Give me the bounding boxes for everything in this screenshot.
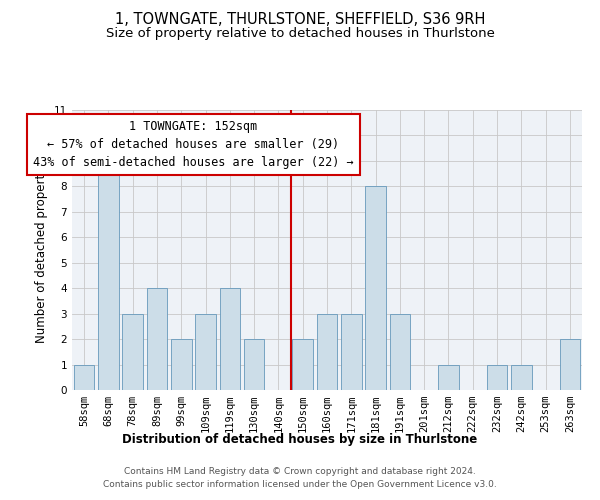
Bar [292,339,313,390]
Bar [74,364,94,390]
Bar [365,186,386,390]
Bar [98,161,119,390]
Text: 1 TOWNGATE: 152sqm
← 57% of detached houses are smaller (29)
43% of semi-detache: 1 TOWNGATE: 152sqm ← 57% of detached hou… [33,120,354,169]
Bar [317,314,337,390]
Text: Contains HM Land Registry data © Crown copyright and database right 2024.: Contains HM Land Registry data © Crown c… [124,468,476,476]
Y-axis label: Number of detached properties: Number of detached properties [35,157,49,343]
Bar [389,314,410,390]
Bar [220,288,240,390]
Bar [487,364,508,390]
Bar [195,314,216,390]
Bar [511,364,532,390]
Bar [122,314,143,390]
Text: Distribution of detached houses by size in Thurlstone: Distribution of detached houses by size … [122,432,478,446]
Text: 1, TOWNGATE, THURLSTONE, SHEFFIELD, S36 9RH: 1, TOWNGATE, THURLSTONE, SHEFFIELD, S36 … [115,12,485,28]
Bar [438,364,459,390]
Bar [560,339,580,390]
Text: Size of property relative to detached houses in Thurlstone: Size of property relative to detached ho… [106,28,494,40]
Bar [171,339,191,390]
Bar [244,339,265,390]
Bar [146,288,167,390]
Text: Contains public sector information licensed under the Open Government Licence v3: Contains public sector information licen… [103,480,497,489]
Bar [341,314,362,390]
